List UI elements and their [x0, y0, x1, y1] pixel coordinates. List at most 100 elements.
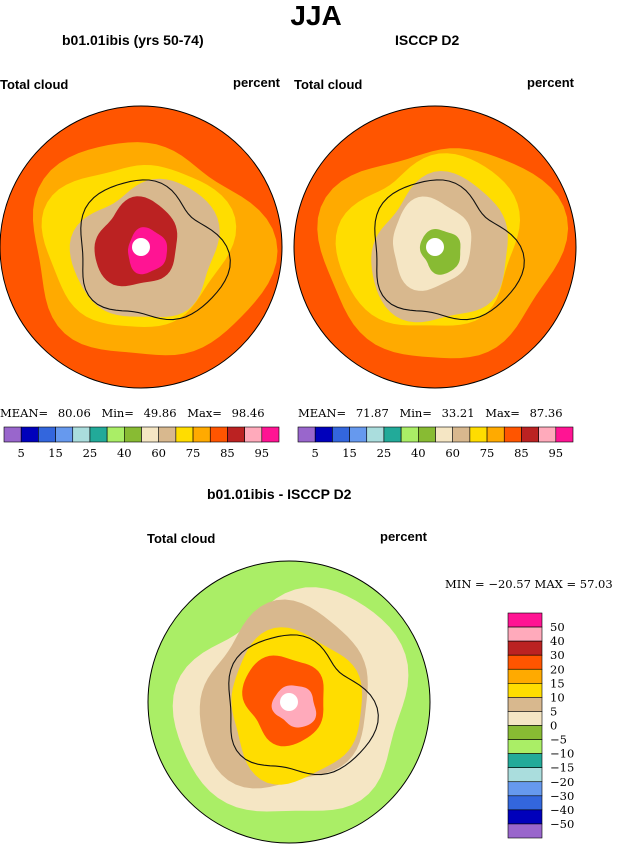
obs-stats: MEAN= 71.87 Min= 33.21 Max= 87.36 — [298, 406, 563, 420]
obs-colorbar-swatch — [521, 426, 539, 443]
model-max-value: 98.46 — [231, 406, 265, 420]
diff-variable-label: Total cloud — [147, 531, 216, 546]
antarctica-coastline — [80, 179, 231, 321]
obs-colorbar-swatch — [469, 426, 488, 443]
obs-colorbar-tick-label: 15 — [342, 446, 357, 460]
diff-colorbar-tick-label: −30 — [550, 789, 574, 803]
diff-colorbar-swatch — [507, 823, 543, 839]
diff-stats: MIN = −20.57 MAX = 57.03 — [445, 577, 613, 591]
obs-colorbar-tick-label: 40 — [411, 446, 426, 460]
pole-marker — [426, 238, 444, 256]
diff-colorbar-swatch — [507, 725, 543, 740]
model-colorbar-swatch — [3, 426, 22, 443]
model-colorbar-swatch — [209, 426, 228, 443]
map-border — [0, 105, 283, 389]
model-colorbar-swatch — [175, 426, 194, 443]
obs-max-value: 87.36 — [529, 406, 563, 420]
obs-colorbar-swatch — [503, 426, 522, 443]
diff-colorbar-tick-label: 15 — [550, 676, 565, 690]
obs-colorbar-swatch — [366, 426, 385, 443]
obs-colorbar-tick-label: 85 — [514, 446, 529, 460]
obs-min-value: 33.21 — [441, 406, 475, 420]
diff-colorbar-tick-label: 40 — [550, 634, 565, 648]
diff-colorbar-swatch — [507, 795, 543, 811]
diff-colorbar-tick-label: −50 — [550, 817, 574, 831]
antarctica-coastline — [374, 179, 525, 321]
obs-colorbar-tick-label: 25 — [377, 446, 392, 460]
map-border — [293, 105, 577, 389]
model-colorbar-swatch — [38, 426, 56, 443]
obs-colorbar-tick-label: 60 — [445, 446, 460, 460]
diff-colorbar-swatch — [507, 809, 543, 825]
obs-colorbar-swatch — [349, 426, 368, 443]
model-colorbar-swatch — [158, 426, 177, 443]
obs-colorbar-swatch — [418, 426, 436, 443]
model-colorbar-swatch — [227, 426, 245, 443]
diff-colorbar-tick-label: 20 — [550, 662, 565, 676]
obs-mean-label: MEAN= — [298, 406, 347, 420]
model-mean-label: MEAN= — [0, 406, 49, 420]
diff-colorbar-swatch — [507, 753, 543, 768]
diff-colorbar-tick-label: 5 — [550, 704, 557, 718]
model-variable-label: Total cloud — [0, 77, 69, 92]
diff-colorbar-swatch — [507, 654, 543, 670]
diff-colorbar-tick-label: 30 — [550, 648, 565, 662]
model-colorbar-tick-label: 60 — [151, 446, 166, 460]
obs-colorbar: 5 15 25 40 60 75 85 95 — [297, 426, 574, 460]
obs-colorbar-swatch — [538, 426, 557, 443]
model-stats: MEAN= 80.06 Min= 49.86 Max= 98.46 — [0, 406, 265, 420]
model-min-label: Min= — [101, 406, 134, 420]
polar-map-2 — [147, 560, 431, 844]
diff-colorbar-swatch — [507, 612, 543, 628]
obs-colorbar-swatch — [400, 426, 419, 443]
model-colorbar-swatch — [106, 426, 125, 443]
model-colorbar-tick-label: 15 — [48, 446, 63, 460]
model-colorbar-swatch — [89, 426, 108, 443]
obs-colorbar-tick-label: 5 — [312, 446, 319, 460]
diff-colorbar-tick-label: −10 — [550, 747, 574, 761]
model-colorbar-tick-label: 95 — [254, 446, 269, 460]
model-colorbar-swatch — [192, 426, 211, 443]
obs-variable-label: Total cloud — [294, 77, 363, 92]
diff-colorbar-tick-label: 0 — [550, 719, 557, 733]
obs-min-label: Min= — [399, 406, 432, 420]
obs-colorbar-swatch — [332, 426, 350, 443]
diff-colorbar-swatch — [507, 711, 543, 726]
map-border — [147, 560, 431, 844]
obs-colorbar-tick-label: 95 — [548, 446, 563, 460]
diff-colorbar-tick-label: −40 — [550, 803, 574, 817]
model-min-value: 49.86 — [143, 406, 177, 420]
model-colorbar-tick-label: 25 — [83, 446, 98, 460]
obs-colorbar-swatch — [555, 426, 574, 443]
model-colorbar-tick-label: 75 — [186, 446, 201, 460]
diff-colorbar-tick-label: 10 — [550, 690, 565, 704]
diff-colorbar-swatch — [507, 697, 543, 712]
model-colorbar-swatch — [141, 426, 159, 443]
obs-max-label: Max= — [485, 406, 520, 420]
model-colorbar-swatch — [261, 426, 280, 443]
model-colorbar-swatch — [55, 426, 74, 443]
pole-marker — [132, 238, 150, 256]
diff-units-label: percent — [380, 529, 427, 544]
figure-title: JJA — [290, 0, 342, 31]
obs-units-label: percent — [527, 75, 574, 90]
diff-colorbar-tick-label: −5 — [550, 733, 567, 747]
model-colorbar-swatch — [244, 426, 263, 443]
diff-colorbar-swatch — [507, 683, 543, 698]
obs-panel-title: ISCCP D2 — [395, 32, 460, 48]
diff-colorbar-swatch — [507, 739, 543, 754]
diff-panel-title: b01.01ibis - ISCCP D2 — [207, 486, 352, 502]
obs-colorbar-swatch — [297, 426, 316, 443]
diff-colorbar-swatch — [507, 640, 543, 656]
model-colorbar: 5 15 25 40 60 75 85 95 — [3, 426, 280, 460]
diff-colorbar-tick-label: −15 — [550, 761, 574, 775]
diff-colorbar-swatch — [507, 767, 543, 783]
obs-colorbar-swatch — [452, 426, 471, 443]
diff-colorbar-swatch — [507, 781, 543, 797]
diff-colorbar-tick-label: −20 — [550, 775, 574, 789]
diff-colorbar-tick-label: 50 — [550, 620, 565, 634]
obs-colorbar-tick-label: 75 — [480, 446, 495, 460]
model-colorbar-swatch — [124, 426, 142, 443]
